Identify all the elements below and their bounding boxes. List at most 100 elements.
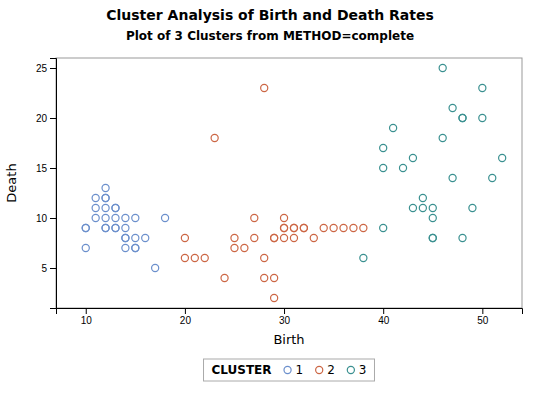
series — [360, 64, 506, 261]
legend-marker — [316, 366, 323, 373]
y-axis-tick-label: 15 — [36, 163, 48, 174]
x-axis-tick-label: 30 — [279, 315, 291, 326]
point — [429, 204, 436, 211]
y-axis-tick-label: 25 — [36, 63, 48, 74]
y-axis-tick: 15 — [36, 163, 56, 174]
title: Cluster Analysis of Birth and Death Rate… — [106, 7, 434, 23]
y-axis-tick-label: 10 — [36, 213, 48, 224]
plot-frame — [56, 58, 522, 308]
y-axis-title: Death — [4, 163, 19, 202]
x-axis-tick-mark — [383, 308, 384, 314]
point — [280, 224, 287, 231]
point — [380, 164, 387, 171]
point — [380, 144, 387, 151]
point — [429, 234, 436, 241]
point — [429, 214, 436, 221]
x-axis-tick-mark — [482, 308, 483, 314]
point — [340, 224, 347, 231]
point — [271, 234, 278, 241]
y-axis-tick: 5 — [41, 263, 56, 274]
point — [161, 214, 168, 221]
point — [211, 134, 218, 141]
point — [122, 224, 129, 231]
point — [251, 234, 258, 241]
point — [290, 224, 297, 231]
point — [271, 234, 278, 241]
point — [300, 224, 307, 231]
point — [122, 214, 129, 221]
point — [300, 224, 307, 231]
point — [459, 114, 466, 121]
point — [241, 244, 248, 251]
x-axis-tick: 50 — [477, 308, 489, 326]
legend-frame — [204, 359, 375, 381]
legend-marker — [347, 366, 354, 373]
y-axis-tick-mark — [50, 168, 56, 169]
point — [261, 254, 268, 261]
point — [251, 214, 258, 221]
point — [102, 214, 109, 221]
point — [310, 234, 317, 241]
point — [92, 204, 99, 211]
point — [449, 174, 456, 181]
y-axis-tick-mark — [50, 218, 56, 219]
point — [102, 194, 109, 201]
point — [102, 204, 109, 211]
x-axis: 1020304050 — [57, 308, 523, 326]
y-axis-tick: 10 — [36, 213, 56, 224]
point — [330, 224, 337, 231]
point — [112, 214, 119, 221]
point — [409, 154, 416, 161]
y-axis-tick: 20 — [36, 113, 56, 124]
point — [439, 134, 446, 141]
point — [320, 224, 327, 231]
x-axis-tick-mark — [185, 308, 186, 314]
point — [261, 274, 268, 281]
point — [122, 234, 129, 241]
point — [112, 204, 119, 211]
point — [350, 224, 357, 231]
point — [449, 104, 456, 111]
point — [112, 204, 119, 211]
x-axis-tick: 10 — [81, 308, 93, 326]
points — [82, 64, 506, 301]
point — [399, 164, 406, 171]
point — [360, 254, 367, 261]
x-axis-tick-label: 20 — [180, 315, 192, 326]
legend-label: 1 — [296, 363, 304, 377]
legend: CLUSTER123 — [204, 359, 375, 381]
point — [122, 234, 129, 241]
point — [499, 154, 506, 161]
y-axis-tick: 25 — [36, 63, 56, 74]
point — [429, 234, 436, 241]
legend-marker — [284, 366, 291, 373]
point — [280, 214, 287, 221]
point — [201, 254, 208, 261]
point — [271, 294, 278, 301]
point — [122, 244, 129, 251]
point — [261, 84, 268, 91]
point — [132, 234, 139, 241]
x-axis-tick: 20 — [180, 308, 192, 326]
chart: Cluster Analysis of Birth and Death Rate… — [0, 0, 540, 400]
point — [469, 204, 476, 211]
point — [181, 234, 188, 241]
point — [82, 224, 89, 231]
y-axis-tick-mark — [50, 268, 56, 269]
point — [82, 224, 89, 231]
point — [112, 224, 119, 231]
x-axis-tick-label: 50 — [477, 315, 489, 326]
point — [409, 204, 416, 211]
x-axis-tick-label: 10 — [81, 315, 93, 326]
point — [489, 174, 496, 181]
y-axis-tick-label: 5 — [41, 263, 47, 274]
point — [191, 254, 198, 261]
subtitle: Plot of 3 Clusters from METHOD=complete — [126, 29, 414, 43]
point — [181, 254, 188, 261]
x-axis-line — [57, 309, 523, 315]
point — [459, 114, 466, 121]
point — [419, 204, 426, 211]
point — [479, 84, 486, 91]
point — [82, 244, 89, 251]
point — [290, 234, 297, 241]
